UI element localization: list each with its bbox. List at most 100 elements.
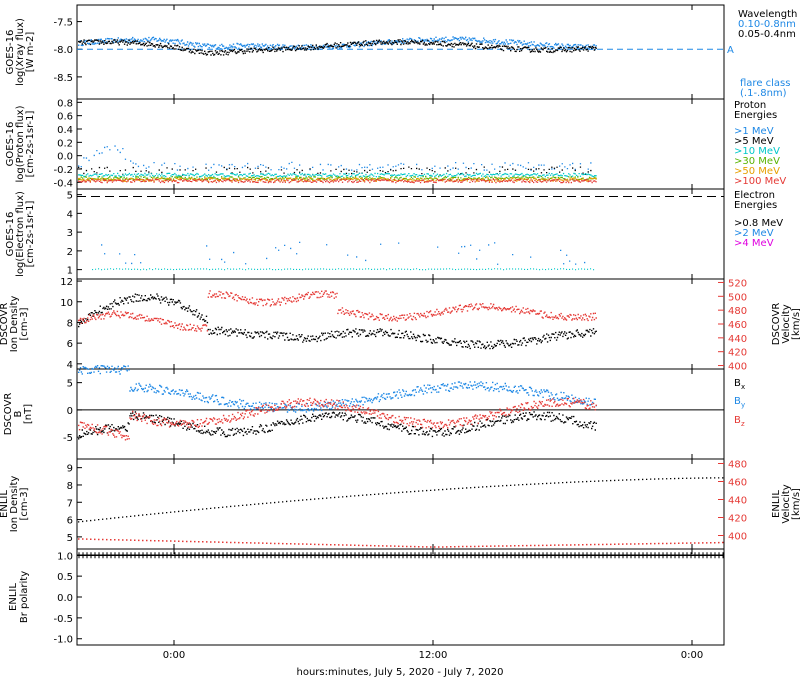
axis-label-line: [cm-2s-1sr-1] [25,200,36,267]
panel-enlil_plasma: 9 8 7 6 5 480 460 440 420 400 [67,458,747,550]
panel-frame [76,368,725,460]
y-tick-label: -7.5 [53,18,73,29]
legend-entry: >30 MeV [734,156,780,167]
electron-legend: >0.8 MeV>2 MeV>4 MeV [734,218,783,249]
y-tick-label: -5 [63,433,73,444]
y-tick-label: 0.4 [57,125,73,136]
y-tick-label: 8 [67,481,73,492]
flare-marker: A [727,45,734,56]
x-axis-labels: 0:00 12:00 0:00 [163,650,703,661]
axis-label-line: [cm-2s-1sr-1] [25,110,36,177]
y-tick-label: 4 [67,209,73,220]
y-tick-label: 0.6 [57,112,73,123]
panel-frame [76,278,725,370]
legend-entry: Energies [734,110,777,121]
x-axis-title: hours:minutes, July 5, 2020 - July 7, 20… [297,667,504,678]
y-tick-label: 4 [67,360,73,371]
y-tick-label: 2 [67,247,73,258]
axis-label-line: DSCOVR [0,303,10,346]
legend-entry: >5 MeV [734,136,774,147]
y-tick-label: 6 [67,516,73,527]
y-tick-label: 5 [67,533,73,544]
y-tick-label: -1.0 [53,635,73,646]
y-tick-label: -0.5 [53,614,73,625]
y-tick-label: 12 [60,277,73,288]
dscovr-velocity-ylabel: DSCOVR Velocity [km/s] [771,303,800,346]
y-tick-label: -8.0 [53,45,73,56]
axis-label-line: ENLIL [8,583,19,611]
y-tick-label: 0 [67,406,73,417]
y2-tick-label: 460 [728,320,747,331]
panel-frame [76,458,725,550]
panel-dscovr_plasma: 12 10 8 6 4 520 500 480 460 440 420 400 [60,277,747,372]
axis-label-line: [cm-3] [19,487,30,520]
legend-entry: >1 MeV [734,126,774,137]
axis-label-line: Velocity [781,484,792,523]
axis-label-line: GOES-16 [5,212,16,257]
y2-tick-label: 520 [728,278,747,289]
panel-frame [76,188,725,280]
y2-tick-label: 420 [728,514,747,525]
electron-series-2mev [101,241,586,265]
axis-label-line: [cm-3] [19,307,30,340]
y-tick-label: -0.2 [53,165,73,176]
axis-label-line: GOES-16 [5,30,16,75]
axis-label-line: Ion Density [9,476,20,533]
b-legend-Bz: B [734,415,741,426]
y-tick-label: 5 [67,379,73,390]
axis-label-line: Br polarity [19,571,30,623]
axis-label-line: DSCOVR [3,393,14,436]
legend-entry: >50 MeV [734,166,780,177]
axis-label-line: GOES-16 [5,122,16,167]
y-tick-label: 0.5 [57,572,73,583]
y2-tick-label: 500 [728,292,747,303]
proton-series-2 [78,172,597,178]
y-tick-label: 7 [67,498,73,509]
panel-frame [76,548,725,646]
panel-frame [76,98,725,190]
y-tick-label: 1 [67,266,73,277]
y-tick-label: 0.0 [57,152,73,163]
b-legend-sub: z [741,420,745,428]
y-tick-label: 10 [60,298,73,309]
electron-ylabel: GOES-16 log(Electron flux) [cm-2s-1sr-1] [5,191,36,277]
flare-class-note: flare class(.1-.8nm) [740,78,790,99]
axis-label-line: log(Xray flux) [15,18,26,86]
b-legend-By: B [734,396,741,407]
legend-entry: Energies [734,200,777,211]
proton-series-5 [78,178,597,184]
axis-label-line: Ion Density [9,296,20,353]
panel-electron: 5 4 3 2 1 [67,188,725,280]
dscovr-velocity-points [78,290,597,332]
enlil-density-ylabel: ENLIL Ion Density [cm-3] [0,476,30,533]
axis-label-line: ENLIL [771,490,782,518]
axis-label-line: log(Proton flux) [15,105,26,182]
y-tick-label: -0.4 [53,178,73,189]
dscovr-density-points [78,293,597,350]
legend-entry: >0.8 MeV [734,218,783,229]
legend-entry: flare class [740,78,790,89]
axis-label-line: B [13,410,24,417]
y2-tick-label: 460 [728,478,747,489]
enlil-density-points [78,477,724,523]
b-legend-sub: x [741,383,745,391]
legend-title: Wavelength [738,9,797,20]
dscovr-density-ylabel: DSCOVR Ion Density [cm-3] [0,296,30,353]
legend-entry: (.1-.8nm) [740,88,787,99]
electron-baseline [92,268,595,271]
axis-label-line: [nT] [23,404,34,424]
xray-ylabel: GOES-16 log(Xray flux) [W m-2] [5,18,36,86]
axis-label-line: [km/s] [791,308,800,340]
y-tick-label: 0.8 [57,98,73,109]
y2-tick-label: 440 [728,496,747,507]
y-tick-label: -8.5 [53,73,73,84]
y2-tick-label: 400 [728,532,747,543]
y-tick-label: 1.0 [57,551,73,562]
axis-label-line: log(Electron flux) [15,191,26,277]
panel-frame [76,4,725,100]
y2-tick-label: 420 [728,348,747,359]
